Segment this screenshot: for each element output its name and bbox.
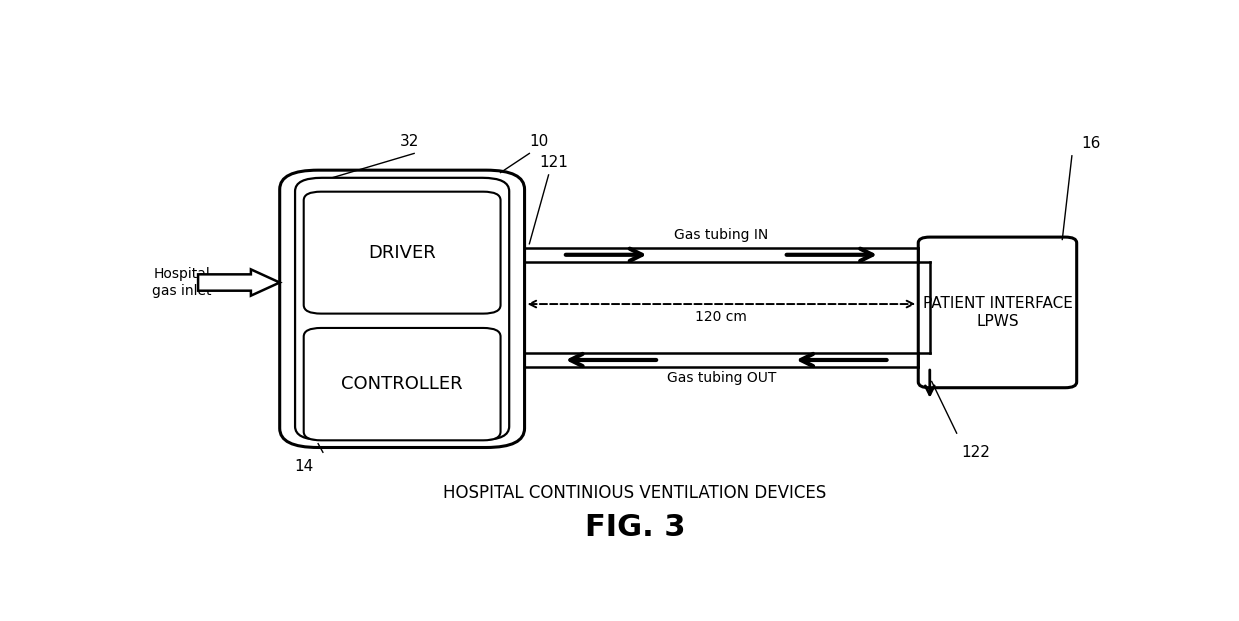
Polygon shape (198, 270, 280, 296)
Text: 10: 10 (529, 134, 549, 148)
FancyBboxPatch shape (918, 237, 1077, 388)
FancyBboxPatch shape (304, 192, 501, 314)
Text: 14: 14 (294, 460, 313, 474)
Text: 121: 121 (539, 155, 567, 170)
FancyBboxPatch shape (280, 170, 524, 448)
Text: DRIVER: DRIVER (368, 243, 436, 261)
Text: CONTROLLER: CONTROLLER (341, 375, 463, 393)
Text: Hospital
gas inlet: Hospital gas inlet (152, 268, 212, 297)
FancyBboxPatch shape (304, 328, 501, 440)
Text: Gas tubing OUT: Gas tubing OUT (667, 371, 776, 385)
Text: PATIENT INTERFACE
LPWS: PATIENT INTERFACE LPWS (923, 296, 1073, 329)
Text: Gas tubing IN: Gas tubing IN (674, 228, 768, 242)
Text: 32: 32 (400, 134, 419, 148)
Text: FIG. 3: FIG. 3 (585, 514, 685, 542)
FancyBboxPatch shape (295, 178, 509, 440)
Text: 16: 16 (1082, 136, 1100, 151)
Text: 120 cm: 120 cm (695, 310, 747, 324)
Text: HOSPITAL CONTINIOUS VENTILATION DEVICES: HOSPITAL CONTINIOUS VENTILATION DEVICES (444, 484, 826, 502)
Text: 122: 122 (961, 445, 990, 460)
